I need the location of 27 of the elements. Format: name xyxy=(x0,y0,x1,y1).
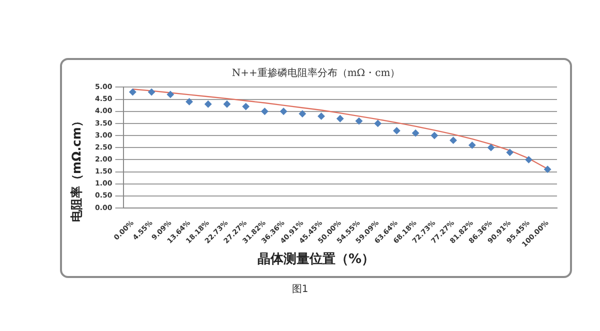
point xyxy=(204,100,212,108)
point xyxy=(261,108,268,115)
point xyxy=(355,118,362,125)
point xyxy=(280,108,288,115)
chart-title: N++重掺磷电阻率分布（mΩ・cm） xyxy=(230,66,402,80)
point xyxy=(336,115,344,122)
point xyxy=(506,148,514,156)
point xyxy=(166,90,174,98)
point xyxy=(298,110,306,118)
point xyxy=(412,130,420,137)
point xyxy=(186,98,193,106)
point xyxy=(393,127,400,134)
point xyxy=(242,103,250,110)
point xyxy=(544,166,552,173)
y-axis-title: 电阻率（mΩ.cm） xyxy=(68,114,84,224)
point xyxy=(148,88,156,96)
point xyxy=(430,132,438,140)
point xyxy=(129,88,136,96)
point xyxy=(318,112,325,120)
point xyxy=(450,136,457,144)
x-axis-title: 晶体测量位置（%） xyxy=(256,251,376,268)
point xyxy=(223,100,230,108)
point xyxy=(468,142,476,149)
point xyxy=(374,120,382,127)
point xyxy=(525,156,532,164)
caption: 图1 xyxy=(290,283,310,296)
point xyxy=(488,144,494,152)
